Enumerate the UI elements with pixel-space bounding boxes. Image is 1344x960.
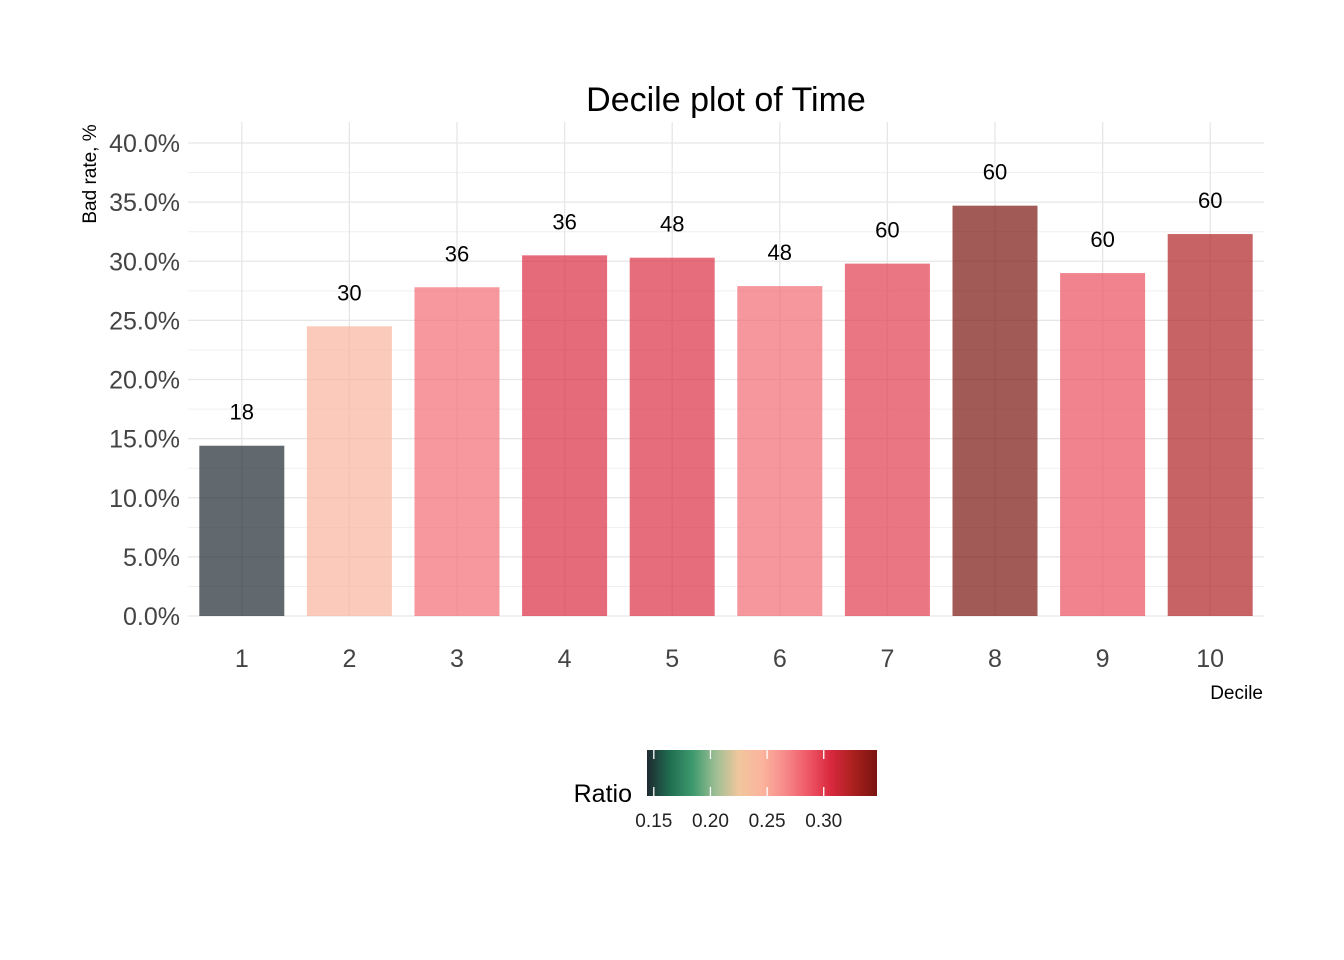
x-tick-label: 2 bbox=[342, 645, 356, 673]
x-tick-label: 8 bbox=[988, 645, 1002, 673]
legend-tick-label: 0.30 bbox=[805, 811, 842, 832]
data-label: 36 bbox=[445, 241, 469, 266]
data-label: 60 bbox=[875, 218, 899, 243]
data-label: 18 bbox=[230, 400, 254, 425]
x-tick-label: 3 bbox=[450, 645, 464, 673]
bar-decile-1 bbox=[199, 445, 285, 616]
y-tick-label: 0.0% bbox=[123, 603, 180, 631]
bar-decile-9 bbox=[1060, 273, 1146, 616]
y-axis: 0.0% 5.0% 10.0% 15.0% 20.0% 25.0% 30.0% 35.0% 40… bbox=[109, 130, 180, 631]
bar-decile-3 bbox=[414, 287, 500, 616]
legend-tick-label: 0.15 bbox=[635, 811, 672, 832]
data-label: 60 bbox=[1198, 188, 1222, 213]
data-label: 36 bbox=[552, 209, 576, 234]
y-tick-label: 40.0% bbox=[109, 130, 180, 158]
legend-colorbar bbox=[647, 750, 877, 796]
x-tick-label: 10 bbox=[1196, 645, 1224, 673]
y-tick-label: 5.0% bbox=[123, 544, 180, 572]
bar-decile-5 bbox=[629, 257, 715, 616]
x-tick-label: 1 bbox=[235, 645, 249, 673]
data-label: 48 bbox=[660, 212, 684, 237]
x-tick-label: 5 bbox=[665, 645, 679, 673]
data-label: 60 bbox=[1090, 227, 1114, 252]
x-tick-label: 9 bbox=[1096, 645, 1110, 673]
bar-decile-4 bbox=[522, 255, 608, 616]
x-tick-label: 6 bbox=[773, 645, 787, 673]
y-tick-label: 10.0% bbox=[109, 485, 180, 513]
bar-decile-6 bbox=[737, 286, 823, 616]
x-axis-label: Decile bbox=[1210, 683, 1263, 704]
bar-decile-10 bbox=[1167, 234, 1253, 617]
x-tick-label: 4 bbox=[558, 645, 572, 673]
y-axis-label: Bad rate, % bbox=[80, 124, 101, 223]
bar-decile-8 bbox=[952, 205, 1038, 617]
color-legend: Ratio 0.15 0.20 0.25 0.30 bbox=[574, 750, 877, 832]
y-tick-label: 30.0% bbox=[109, 248, 180, 276]
y-tick-label: 25.0% bbox=[109, 307, 180, 335]
chart-title: Decile plot of Time bbox=[586, 81, 866, 119]
legend-tick-label: 0.25 bbox=[749, 811, 786, 832]
bar-decile-7 bbox=[844, 263, 930, 616]
data-label: 30 bbox=[337, 280, 361, 305]
data-label: 48 bbox=[768, 240, 792, 265]
data-label: 60 bbox=[983, 160, 1007, 185]
y-tick-label: 35.0% bbox=[109, 189, 180, 217]
bar-decile-2 bbox=[306, 326, 392, 616]
legend-ticks: 0.15 0.20 0.25 0.30 bbox=[635, 750, 842, 832]
data-labels: 18 30 36 36 48 48 60 60 60 60 bbox=[230, 160, 1223, 425]
y-tick-label: 15.0% bbox=[109, 426, 180, 454]
y-tick-label: 20.0% bbox=[109, 367, 180, 395]
bars bbox=[199, 205, 1253, 617]
x-axis: 1 2 3 4 5 6 7 8 9 10 bbox=[235, 645, 1224, 673]
legend-tick-label: 0.20 bbox=[692, 811, 729, 832]
x-tick-label: 7 bbox=[880, 645, 894, 673]
legend-title: Ratio bbox=[574, 780, 632, 808]
